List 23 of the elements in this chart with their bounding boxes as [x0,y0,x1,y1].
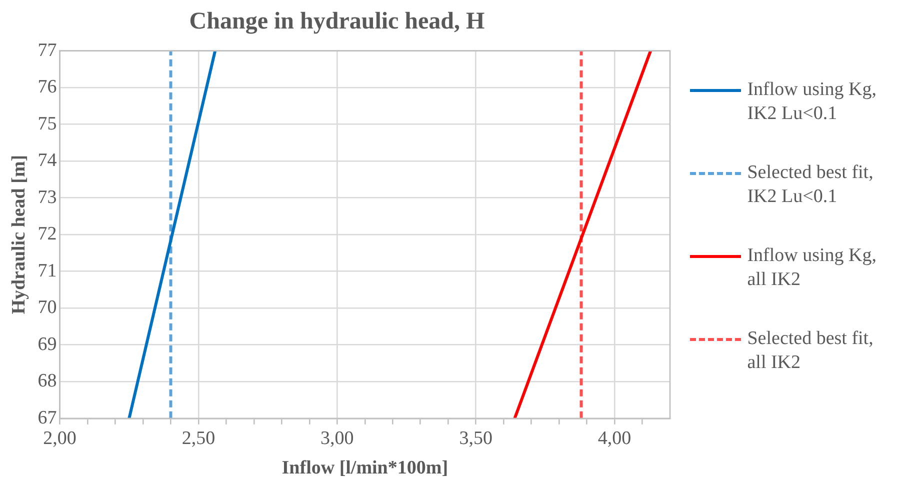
x-tick-label: 3,50 [459,428,492,449]
y-tick-label: 77 [38,40,57,61]
y-axis-title: Hydraulic head [m] [8,154,30,314]
chart-title: Change in hydraulic head, H [189,8,486,35]
y-tick-label: 72 [38,224,57,245]
y-tick-label: 75 [38,113,57,134]
legend-label: Selected best fit, IK2 Lu<0.1 [747,161,874,209]
y-tick-label: 73 [38,186,57,208]
legend-label: Inflow using Kg, all IK2 [747,244,878,292]
x-tick-label: 4,00 [598,428,632,449]
y-tick-label: 76 [38,76,57,98]
y-tick-label: 68 [38,370,57,392]
x-tick-label: 2,00 [43,428,76,449]
y-tick-label: 74 [38,150,58,172]
y-tick-label: 70 [38,297,57,318]
y-tick-label: 69 [38,334,57,355]
legend-label: Inflow using Kg, IK2 Lu<0.1 [747,78,878,126]
x-tick-label: 3,00 [320,428,354,449]
y-tick-label: 71 [38,260,57,282]
x-tick-label: 2,50 [182,428,216,449]
x-axis-title: Inflow [l/min*100m] [282,458,448,479]
legend-label: Selected best fit, all IK2 [747,327,874,375]
y-tick-label: 67 [38,407,57,428]
